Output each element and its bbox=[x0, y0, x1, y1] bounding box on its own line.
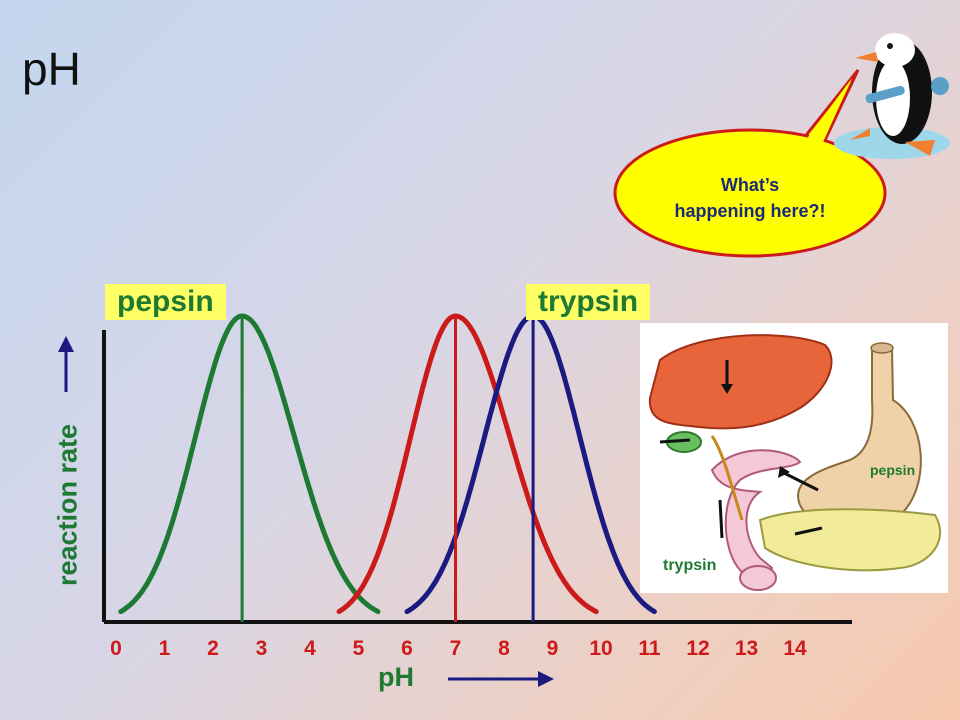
esophagus-top bbox=[870, 342, 894, 354]
speech-bubble-text: What’s happening here?! bbox=[640, 172, 860, 224]
x-tick-label: 4 bbox=[304, 637, 316, 660]
arrow-stomach-head bbox=[778, 466, 790, 478]
trypsin-legend-label: trypsin bbox=[526, 284, 651, 320]
diagram-label-trypsin: trypsin bbox=[663, 557, 717, 574]
x-tick-label: 7 bbox=[450, 637, 462, 660]
x-tick-label: 2 bbox=[207, 637, 219, 660]
y-arrow-head bbox=[58, 336, 74, 352]
arrow-gallbladder bbox=[659, 438, 691, 444]
arrow-duodenum bbox=[718, 499, 724, 539]
x-tick-label: 3 bbox=[256, 637, 268, 660]
x-tick-label: 1 bbox=[159, 637, 171, 660]
x-tick-label: 0 bbox=[110, 637, 122, 660]
x-tick-label: 10 bbox=[589, 637, 612, 660]
penguin-foot-left bbox=[850, 128, 870, 140]
x-tick-label: 9 bbox=[547, 637, 559, 660]
speech-line-1: What’s bbox=[720, 175, 780, 195]
x-axis-label: pH bbox=[378, 662, 414, 692]
diagram-label-pepsin: pepsin bbox=[870, 462, 916, 478]
pancreas-shape bbox=[758, 508, 941, 572]
page-title: pH bbox=[22, 43, 81, 95]
curve-series-1 bbox=[336, 313, 599, 615]
y-axis-label: reaction rate bbox=[52, 423, 83, 587]
wrench-icon bbox=[865, 85, 905, 104]
x-tick-label: 11 bbox=[638, 637, 661, 660]
speech-line-2: happening here?! bbox=[674, 201, 826, 221]
penguin-beak bbox=[855, 52, 878, 62]
x-tick-label: 5 bbox=[353, 637, 365, 660]
pepsin-legend-label: pepsin bbox=[105, 284, 226, 320]
liver-shape bbox=[648, 334, 833, 430]
penguin-foot-right bbox=[905, 140, 935, 156]
x-tick-label: 8 bbox=[498, 637, 510, 660]
speech-bubble bbox=[613, 69, 887, 258]
chart-plot: 0 1 2 3 4 5 6 7 8 9 10 11 12 13 14 bbox=[58, 313, 852, 687]
duodenum-shape bbox=[710, 449, 802, 579]
digestive-diagram bbox=[640, 323, 948, 593]
curve-series-0 bbox=[118, 313, 381, 615]
arrow-liver-head bbox=[721, 384, 733, 394]
penguin-face bbox=[875, 33, 915, 67]
intestine-end bbox=[739, 565, 777, 591]
arrow-stomach bbox=[781, 470, 819, 492]
penguin-icon bbox=[834, 33, 950, 159]
x-tick-label: 14 bbox=[783, 637, 807, 660]
penguin-eye bbox=[887, 43, 893, 49]
wrench-head bbox=[931, 77, 949, 95]
x-tick-label: 13 bbox=[735, 637, 758, 660]
curve-series-2 bbox=[404, 313, 657, 615]
x-tick-label: 6 bbox=[401, 637, 413, 660]
arrow-pancreas bbox=[794, 526, 823, 536]
speech-bubble-tail-fill bbox=[782, 78, 852, 180]
penguin-belly bbox=[876, 60, 910, 136]
x-tick-label: 12 bbox=[686, 637, 709, 660]
bile-duct bbox=[710, 435, 744, 521]
x-arrow-head bbox=[538, 671, 554, 687]
speech-bubble-body bbox=[613, 128, 887, 258]
